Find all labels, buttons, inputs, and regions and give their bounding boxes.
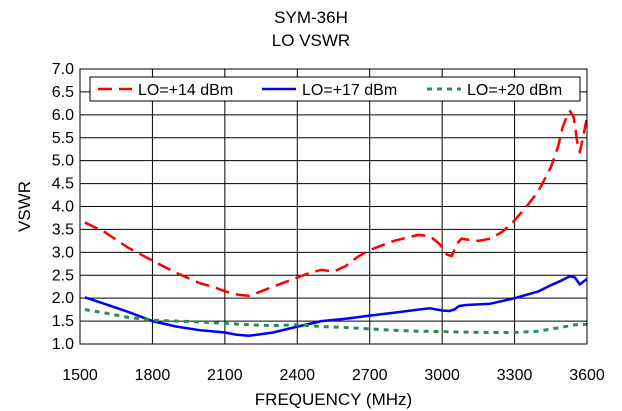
y-tick-label: 1.0 [52, 336, 74, 353]
legend-box [89, 76, 581, 102]
y-tick-label: 2.0 [52, 290, 74, 307]
y-tick-label: 3.5 [52, 221, 74, 238]
y-tick-label: 2.5 [52, 267, 74, 284]
series-line-1 [84, 109, 589, 298]
y-tick-labels: 1.0 1.5 2.0 2.5 3.0 3.5 4.0 4.5 5.0 5.5 6.0 6.5 7.0 [52, 61, 74, 353]
x-tick-label: 3300 [497, 367, 533, 384]
series-line-3 [84, 308, 588, 334]
legend-label-3: LO=+20 dBm [467, 82, 562, 99]
y-tick-label: 7.0 [52, 61, 74, 78]
y-tick-label: 4.5 [52, 176, 74, 193]
x-tick-label: 2100 [207, 367, 243, 384]
legend: LO=+14 dBm LO=+17 dBm LO=+20 dBm [89, 76, 581, 102]
x-tick-label: 2700 [352, 367, 388, 384]
x-tick-label: 2400 [279, 367, 315, 384]
legend-label-1: LO=+14 dBm [138, 82, 233, 99]
plot-border [79, 68, 588, 345]
series-layer [84, 109, 589, 338]
x-axis-label: FREQUENCY (MHz) [255, 390, 412, 409]
y-axis-label: VSWR [15, 181, 34, 232]
chart-subtitle: LO VSWR [271, 31, 351, 50]
x-tick-labels: 1500 1800 2100 2400 2700 3000 3300 3600 [62, 367, 605, 384]
grid [79, 68, 588, 345]
x-tick-label: 3000 [424, 367, 460, 384]
y-tick-label: 5.5 [52, 130, 74, 147]
y-tick-label: 1.5 [52, 313, 74, 330]
y-tick-label: 3.0 [52, 244, 74, 261]
y-tick-label: 4.0 [52, 199, 74, 216]
chart-title: SYM-36H [274, 8, 348, 27]
x-tick-label: 1500 [62, 367, 98, 384]
series-line-2 [84, 274, 588, 338]
x-tick-label: 1800 [135, 367, 171, 384]
y-tick-label: 6.0 [52, 107, 74, 124]
y-tick-label: 6.5 [52, 84, 74, 101]
legend-label-2: LO=+17 dBm [302, 82, 397, 99]
x-tick-label: 3600 [569, 367, 605, 384]
y-tick-label: 5.0 [52, 153, 74, 170]
